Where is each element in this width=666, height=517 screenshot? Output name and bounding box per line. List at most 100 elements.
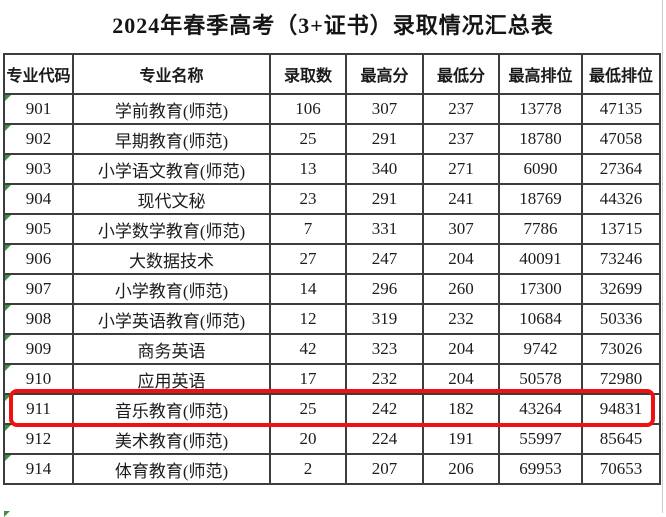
col-header-code: 专业代码 bbox=[3, 53, 74, 95]
cell-max-score: 247 bbox=[345, 243, 424, 275]
cell-major-name: 大数据技术 bbox=[72, 243, 271, 275]
cell-admit-count: 2 bbox=[269, 453, 347, 485]
cell-max-rank: 18769 bbox=[498, 183, 583, 215]
table-row: 903 小学语文教育(师范) 13 340 271 6090 27364 bbox=[3, 153, 661, 185]
cell-corner-flag-icon bbox=[6, 126, 11, 131]
cell-admit-count: 7 bbox=[269, 213, 347, 245]
cell-max-rank: 43264 bbox=[498, 393, 583, 425]
cell-major-code: 914 bbox=[3, 453, 74, 485]
header-row: 专业代码 专业名称 录取数 最高分 最低分 最高排位 最低排位 bbox=[3, 53, 661, 95]
cell-major-name: 学前教育(师范) bbox=[72, 93, 271, 125]
cell-major-code: 910 bbox=[3, 363, 74, 395]
col-header-major-name: 专业名称 bbox=[72, 53, 271, 95]
cell-major-code: 906 bbox=[3, 243, 74, 275]
cell-min-rank: 47135 bbox=[581, 93, 661, 125]
cell-admit-count: 13 bbox=[269, 153, 347, 185]
cell-max-score: 331 bbox=[345, 213, 424, 245]
cell-max-rank: 40091 bbox=[498, 243, 583, 275]
cell-max-rank: 50578 bbox=[498, 363, 583, 395]
cell-max-score: 296 bbox=[345, 273, 424, 305]
cell-max-score: 291 bbox=[345, 183, 424, 215]
cell-min-score: 260 bbox=[422, 273, 500, 305]
cell-corner-flag-icon bbox=[6, 366, 11, 371]
cell-min-score: 204 bbox=[422, 243, 500, 275]
table-row: 914 体育教育(师范) 2 207 206 69953 70653 bbox=[3, 453, 661, 485]
table-row: 901 学前教育(师范) 106 307 237 13778 47135 bbox=[3, 93, 661, 125]
cell-admit-count: 14 bbox=[269, 273, 347, 305]
cell-min-rank: 73026 bbox=[581, 333, 661, 365]
cell-admit-count: 23 bbox=[269, 183, 347, 215]
cell-min-rank: 27364 bbox=[581, 153, 661, 185]
cell-corner-flag-icon bbox=[6, 456, 11, 461]
cell-min-rank: 13715 bbox=[581, 213, 661, 245]
table-row: 904 现代文秘 23 291 241 18769 44326 bbox=[3, 183, 661, 215]
cell-max-rank: 13778 bbox=[498, 93, 583, 125]
window-edge-divider bbox=[662, 0, 663, 513]
cell-min-rank: 73246 bbox=[581, 243, 661, 275]
cell-admit-count: 12 bbox=[269, 303, 347, 335]
cell-major-code: 909 bbox=[3, 333, 74, 365]
cell-min-score: 271 bbox=[422, 153, 500, 185]
cell-corner-flag-icon bbox=[6, 396, 11, 401]
cell-max-score: 307 bbox=[345, 93, 424, 125]
table-row: 911 音乐教育(师范) 25 242 182 43264 94831 bbox=[3, 393, 661, 425]
cell-admit-count: 42 bbox=[269, 333, 347, 365]
cell-corner-flag-icon bbox=[6, 96, 11, 101]
col-header-max-rank: 最高排位 bbox=[498, 53, 583, 95]
cell-corner-flag-icon bbox=[6, 246, 11, 251]
cell-max-score: 340 bbox=[345, 153, 424, 185]
cell-major-code: 903 bbox=[3, 153, 74, 185]
cell-admit-count: 17 bbox=[269, 363, 347, 395]
cell-major-code: 911 bbox=[3, 393, 74, 425]
cell-major-name: 小学教育(师范) bbox=[72, 273, 271, 305]
cell-max-score: 224 bbox=[345, 423, 424, 455]
table-row: 907 小学教育(师范) 14 296 260 17300 32699 bbox=[3, 273, 661, 305]
cell-major-name: 早期教育(师范) bbox=[72, 123, 271, 155]
cell-min-score: 206 bbox=[422, 453, 500, 485]
cell-max-score: 232 bbox=[345, 363, 424, 395]
col-header-max-score: 最高分 bbox=[345, 53, 424, 95]
cell-admit-count: 20 bbox=[269, 423, 347, 455]
cell-major-name: 小学语文教育(师范) bbox=[72, 153, 271, 185]
cell-min-rank: 70653 bbox=[581, 453, 661, 485]
cell-corner-flag-icon bbox=[6, 186, 11, 191]
cell-min-rank: 94831 bbox=[581, 393, 661, 425]
cell-major-name: 音乐教育(师范) bbox=[72, 393, 271, 425]
cell-corner-flag-icon bbox=[6, 216, 11, 221]
cell-min-score: 241 bbox=[422, 183, 500, 215]
col-header-min-score: 最低分 bbox=[422, 53, 500, 95]
cell-max-rank: 6090 bbox=[498, 153, 583, 185]
cell-min-rank: 47058 bbox=[581, 123, 661, 155]
cell-major-name: 小学英语教育(师范) bbox=[72, 303, 271, 335]
cell-max-score: 291 bbox=[345, 123, 424, 155]
cell-major-name: 应用英语 bbox=[72, 363, 271, 395]
cell-max-rank: 55997 bbox=[498, 423, 583, 455]
cell-corner-flag-icon bbox=[6, 336, 11, 341]
cell-min-score: 307 bbox=[422, 213, 500, 245]
col-header-min-rank: 最低排位 bbox=[581, 53, 661, 95]
admissions-table: 专业代码 专业名称 录取数 最高分 最低分 最高排位 最低排位 901 学前教育… bbox=[3, 53, 661, 485]
cell-min-score: 182 bbox=[422, 393, 500, 425]
cell-max-score: 242 bbox=[345, 393, 424, 425]
table-body: 901 学前教育(师范) 106 307 237 13778 47135 902… bbox=[3, 93, 661, 485]
cell-max-rank: 17300 bbox=[498, 273, 583, 305]
cell-major-code: 905 bbox=[3, 213, 74, 245]
cell-corner-flag-icon bbox=[6, 426, 11, 431]
cell-corner-flag-icon bbox=[4, 511, 10, 517]
cell-min-score: 237 bbox=[422, 123, 500, 155]
cell-major-code: 907 bbox=[3, 273, 74, 305]
cell-major-name: 体育教育(师范) bbox=[72, 453, 271, 485]
cell-major-name: 商务英语 bbox=[72, 333, 271, 365]
table-row: 909 商务英语 42 323 204 9742 73026 bbox=[3, 333, 661, 365]
cell-min-rank: 85645 bbox=[581, 423, 661, 455]
cell-min-score: 191 bbox=[422, 423, 500, 455]
cell-max-score: 319 bbox=[345, 303, 424, 335]
col-header-admit-count: 录取数 bbox=[269, 53, 347, 95]
cell-max-rank: 7786 bbox=[498, 213, 583, 245]
cell-major-code: 908 bbox=[3, 303, 74, 335]
table-row: 912 美术教育(师范) 20 224 191 55997 85645 bbox=[3, 423, 661, 455]
cell-max-score: 323 bbox=[345, 333, 424, 365]
cell-min-score: 204 bbox=[422, 363, 500, 395]
cell-min-rank: 32699 bbox=[581, 273, 661, 305]
cell-corner-flag-icon bbox=[6, 276, 11, 281]
